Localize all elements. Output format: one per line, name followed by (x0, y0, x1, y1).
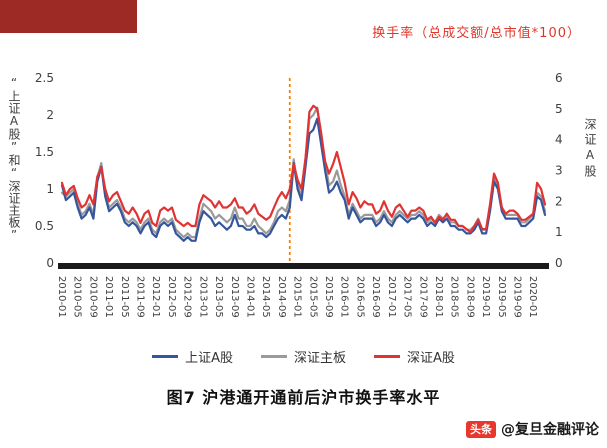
x-axis-tick: 2016-01 (339, 276, 350, 318)
x-axis-tick: 2018-01 (433, 276, 444, 318)
watermark-text: @复旦金融评论 (501, 422, 599, 438)
right-axis-tick: 0 (555, 256, 563, 270)
x-axis-tick: 2015-05 (307, 276, 318, 318)
x-axis-tick: 2010-05 (72, 276, 83, 318)
x-axis-tick: 2011-09 (135, 276, 146, 318)
right-axis-tick: 6 (555, 71, 563, 85)
x-axis-tick: 2019-05 (496, 276, 507, 318)
x-axis-tick: 2016-09 (370, 276, 381, 318)
x-axis-tick: 2017-09 (417, 276, 428, 318)
x-axis-tick: 2017-05 (402, 276, 413, 318)
x-axis-tick: 2013-05 (213, 276, 224, 318)
brand-block (0, 0, 137, 33)
x-axis-tick: 2011-05 (119, 276, 130, 318)
legend-label: 深证A股 (407, 351, 455, 366)
x-axis-tick: 2013-01 (197, 276, 208, 318)
right-axis-tick: 5 (555, 102, 563, 116)
x-axis-tick: 2014-09 (276, 276, 287, 318)
x-axis-tick: 2014-05 (260, 276, 271, 318)
right-axis-tick: 4 (555, 133, 563, 147)
x-axis-tick: 2020-01 (527, 276, 538, 318)
legend-label: 深证主板 (293, 351, 346, 366)
right-axis-tick: 3 (555, 164, 563, 178)
x-axis-tick: 2011-01 (103, 276, 114, 318)
toutiao-logo: 头条 (466, 420, 496, 438)
legend: 上证A股 深证主板 深证A股 (0, 347, 607, 366)
right-axis-title: 深证A股 (583, 118, 597, 180)
right-axis-tick: 2 (555, 194, 563, 208)
x-axis-tick: 2013-09 (229, 276, 240, 318)
x-axis-tick: 2019-09 (512, 276, 523, 318)
x-axis-tick: 2019-01 (480, 276, 491, 318)
x-axis-tick: 2016-05 (354, 276, 365, 318)
left-axis-tick: 1 (46, 182, 54, 196)
series-line-sh-a (60, 117, 547, 242)
x-axis-tick: 2010-09 (87, 276, 98, 318)
left-axis-tick: 1.5 (35, 145, 54, 159)
x-axis-tick: 2012-01 (150, 276, 161, 318)
legend-item-sz-a: 深证A股 (374, 347, 455, 366)
legend-swatch (374, 355, 400, 358)
left-axis-tick: 2 (46, 108, 54, 122)
axis-unit-note: 换手率（总成交额/总市值*100） (372, 26, 581, 41)
x-axis-tick: 2010-01 (56, 276, 67, 318)
x-axis-tick: 2015-09 (323, 276, 334, 318)
series-line-sz-a (60, 104, 547, 234)
legend-item-sz-main: 深证主板 (260, 347, 346, 366)
left-axis-tick: 0.5 (35, 219, 54, 233)
x-axis-bar (58, 263, 549, 269)
right-axis-tick: 1 (555, 225, 563, 239)
legend-swatch (260, 355, 287, 358)
watermark: 头条 @复旦金融评论 (466, 419, 599, 439)
x-axis-tick: 2015-01 (292, 276, 303, 318)
x-axis-tick: 2018-05 (449, 276, 460, 318)
x-axis-tick: 2017-01 (386, 276, 397, 318)
legend-label: 上证A股 (185, 351, 233, 366)
x-axis-tick: 2012-09 (182, 276, 193, 318)
legend-item-sh-a: 上证A股 (152, 347, 233, 366)
legend-swatch (152, 355, 179, 358)
x-axis-tick: 2012-05 (166, 276, 177, 318)
left-axis-title: “上证A股”和“深证主板” (7, 76, 21, 242)
figure-caption: 图7 沪港通开通前后沪市换手率水平 (166, 388, 441, 407)
x-axis-tick: 2014-01 (244, 276, 255, 318)
x-axis-tick: 2018-09 (464, 276, 475, 318)
left-axis-tick: 2.5 (35, 71, 54, 85)
left-axis-tick: 0 (46, 256, 54, 270)
